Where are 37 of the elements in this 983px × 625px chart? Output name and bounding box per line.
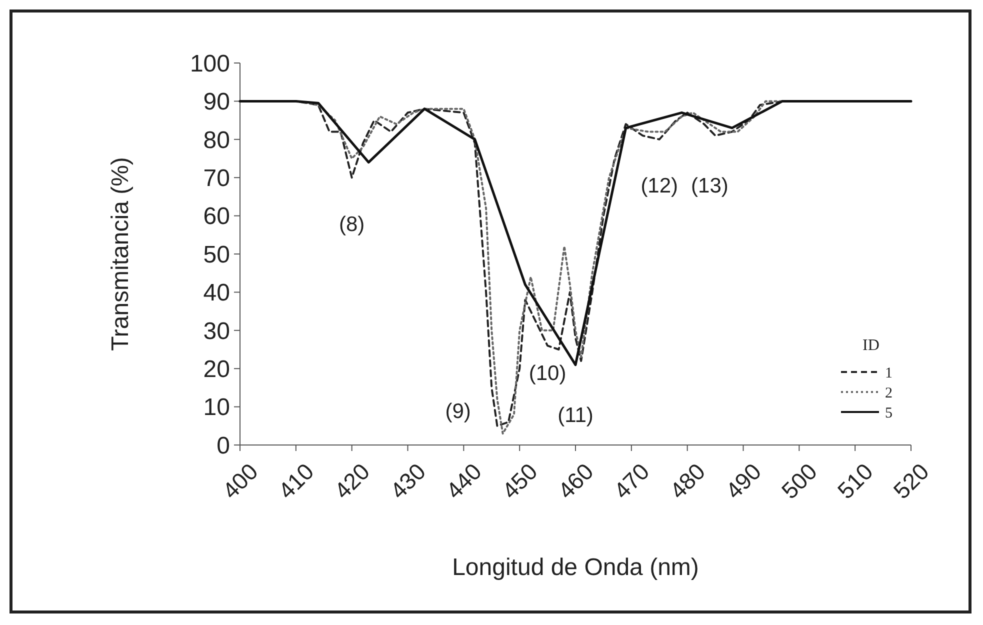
x-axis-title: Longitud de Onda (nm) (452, 554, 699, 581)
x-tick-label: 490 (720, 458, 766, 504)
y-tick-label: 0 (216, 432, 230, 460)
x-tick-label: 480 (664, 458, 710, 504)
annotation: (8) (338, 212, 365, 236)
x-tick-label: 400 (217, 458, 263, 504)
x-tick-label: 500 (776, 458, 822, 504)
y-tick-label: 80 (203, 126, 230, 154)
y-tick-label: 70 (203, 165, 230, 192)
annotation: (11) (558, 404, 594, 427)
y-tick-label: 10 (203, 394, 230, 422)
annotation: (10) (528, 362, 566, 385)
legend-label: 1 (885, 365, 892, 382)
x-tick-label: 460 (552, 458, 598, 504)
x-tick-label: 510 (832, 458, 878, 504)
y-tick-label: 100 (190, 50, 230, 78)
y-tick-label: 30 (203, 318, 230, 345)
x-tick-label: 520 (888, 458, 934, 504)
annotation: (12) (640, 174, 678, 198)
y-tick-label: 50 (203, 241, 230, 268)
legend-title: ID (862, 337, 880, 354)
y-tick-label: 20 (203, 356, 230, 383)
y-tick-label: 40 (203, 280, 230, 307)
x-tick-label: 430 (385, 458, 431, 504)
y-axis-title: Transmitancia (%) (107, 157, 134, 351)
x-tick-label: 450 (496, 458, 542, 504)
x-tick-label: 410 (273, 458, 319, 504)
y-tick-label: 60 (203, 203, 230, 230)
annotation: (9) (445, 400, 471, 423)
line-series (238, 100, 912, 366)
x-tick-label: 470 (608, 458, 654, 504)
annotation: (13) (691, 174, 728, 198)
y-tick-label: 90 (203, 88, 230, 116)
x-tick-label: 440 (440, 458, 486, 504)
x-tick-label: 420 (329, 458, 375, 504)
legend-label: 5 (885, 405, 892, 422)
legend-label: 2 (885, 385, 892, 402)
